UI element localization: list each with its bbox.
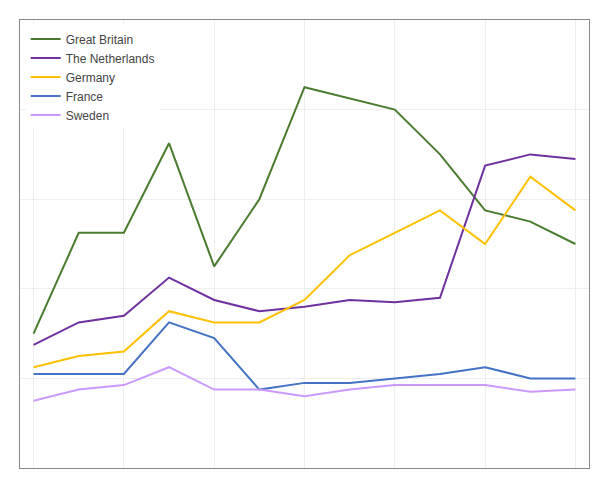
svg-text:The Netherlands: The Netherlands [66, 52, 155, 66]
svg-text:Sweden: Sweden [66, 109, 109, 123]
svg-text:Great Britain: Great Britain [66, 33, 133, 47]
svg-text:Germany: Germany [66, 71, 115, 85]
svg-text:France: France [66, 90, 104, 104]
